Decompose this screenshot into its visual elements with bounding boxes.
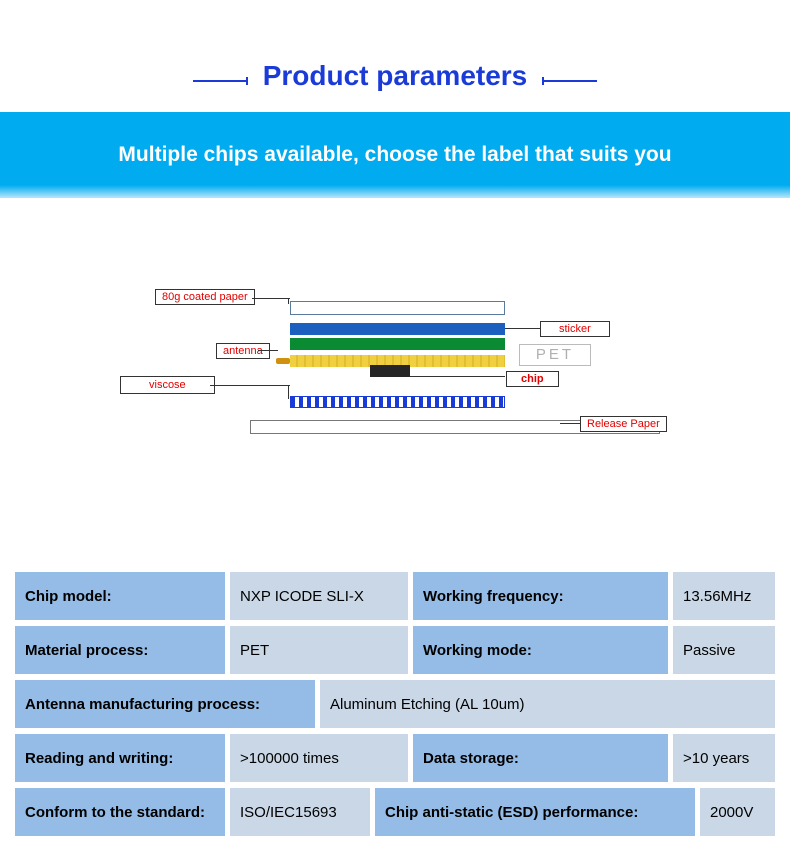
spec-row: Chip model:NXP ICODE SLI-XWorking freque… (15, 572, 775, 620)
diagram-pet-text: PET (519, 344, 591, 366)
spec-value-cell: PET (230, 626, 408, 674)
spec-header-cell: Data storage: (413, 734, 668, 782)
diagram-layer-blue (290, 323, 505, 335)
spec-row: Antenna manufacturing process:Aluminum E… (15, 680, 775, 728)
banner: Multiple chips available, choose the lab… (0, 112, 790, 198)
title-rule-left (193, 80, 248, 82)
spec-header-cell: Reading and writing: (15, 734, 225, 782)
spec-value-cell: Passive (673, 626, 775, 674)
spec-value-cell: 13.56MHz (673, 572, 775, 620)
spec-row: Material process:PETWorking mode:Passive (15, 626, 775, 674)
connector (288, 385, 289, 399)
spec-value-cell: Aluminum Etching (AL 10um) (320, 680, 775, 728)
spec-table: Chip model:NXP ICODE SLI-XWorking freque… (15, 572, 775, 842)
label-viscose: viscose (120, 376, 215, 394)
spec-value-cell: NXP ICODE SLI-X (230, 572, 408, 620)
connector (288, 298, 289, 304)
spec-value-cell: ISO/IEC15693 (230, 788, 370, 836)
label-sticker: sticker (540, 321, 610, 337)
spec-header-cell: Chip model: (15, 572, 225, 620)
spec-header-cell: Antenna manufacturing process: (15, 680, 315, 728)
diagram-chip-block (370, 365, 410, 377)
layer-diagram: PET 80g coated paper sticker antenna chi… (0, 268, 790, 548)
diagram-layer-green (290, 338, 505, 350)
diagram-layer-paper (290, 301, 505, 315)
label-chip: chip (506, 371, 559, 387)
diagram-layer-viscose (290, 396, 505, 408)
spec-header-cell: Working frequency: (413, 572, 668, 620)
page-title-block: Product parameters (0, 0, 790, 112)
label-antenna: antenna (216, 343, 270, 359)
spec-header-cell: Conform to the standard: (15, 788, 225, 836)
connector (210, 385, 290, 386)
banner-text: Multiple chips available, choose the lab… (118, 143, 671, 167)
label-coated-paper: 80g coated paper (155, 289, 255, 305)
spec-value-cell: 2000V (700, 788, 775, 836)
spec-value-cell: >100000 times (230, 734, 408, 782)
connector (258, 350, 278, 351)
title-rule-right (542, 80, 597, 82)
connector (410, 376, 505, 377)
diagram-antenna-tip (276, 358, 290, 364)
spec-row: Conform to the standard:ISO/IEC15693Chip… (15, 788, 775, 836)
label-release-paper: Release Paper (580, 416, 667, 432)
connector (252, 298, 290, 299)
connector (560, 423, 580, 424)
spec-header-cell: Chip anti-static (ESD) performance: (375, 788, 695, 836)
connector (505, 328, 540, 329)
spec-header-cell: Material process: (15, 626, 225, 674)
spec-row: Reading and writing:>100000 timesData st… (15, 734, 775, 782)
page-title: Product parameters (263, 60, 528, 92)
spec-value-cell: >10 years (673, 734, 775, 782)
spec-header-cell: Working mode: (413, 626, 668, 674)
